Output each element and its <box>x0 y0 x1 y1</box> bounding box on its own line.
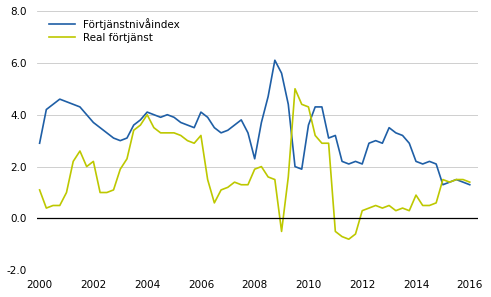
Real förtjänst <box>164 131 170 135</box>
Line: Real förtjänst: Real förtjänst <box>40 89 470 239</box>
Förtjänstnivåindex <box>413 159 419 163</box>
Real förtjänst <box>453 178 459 181</box>
Legend: Förtjänstnivåindex, Real förtjänst: Förtjänstnivåindex, Real förtjänst <box>47 16 182 45</box>
Förtjänstnivåindex <box>453 178 459 181</box>
Real förtjänst <box>467 180 473 184</box>
Real förtjänst <box>137 123 143 127</box>
Förtjänstnivåindex <box>37 141 43 145</box>
Förtjänstnivåindex <box>440 183 446 187</box>
Förtjänstnivåindex <box>218 131 224 135</box>
Förtjänstnivåindex <box>258 121 264 124</box>
Förtjänstnivåindex <box>137 118 143 122</box>
Real förtjänst <box>292 87 298 91</box>
Förtjänstnivåindex <box>272 59 278 62</box>
Real förtjänst <box>218 188 224 192</box>
Real förtjänst <box>37 188 43 192</box>
Real förtjänst <box>346 237 352 241</box>
Real förtjänst <box>420 204 426 207</box>
Förtjänstnivåindex <box>467 183 473 187</box>
Line: Förtjänstnivåindex: Förtjänstnivåindex <box>40 60 470 185</box>
Förtjänstnivåindex <box>164 113 170 116</box>
Real förtjänst <box>258 165 264 168</box>
